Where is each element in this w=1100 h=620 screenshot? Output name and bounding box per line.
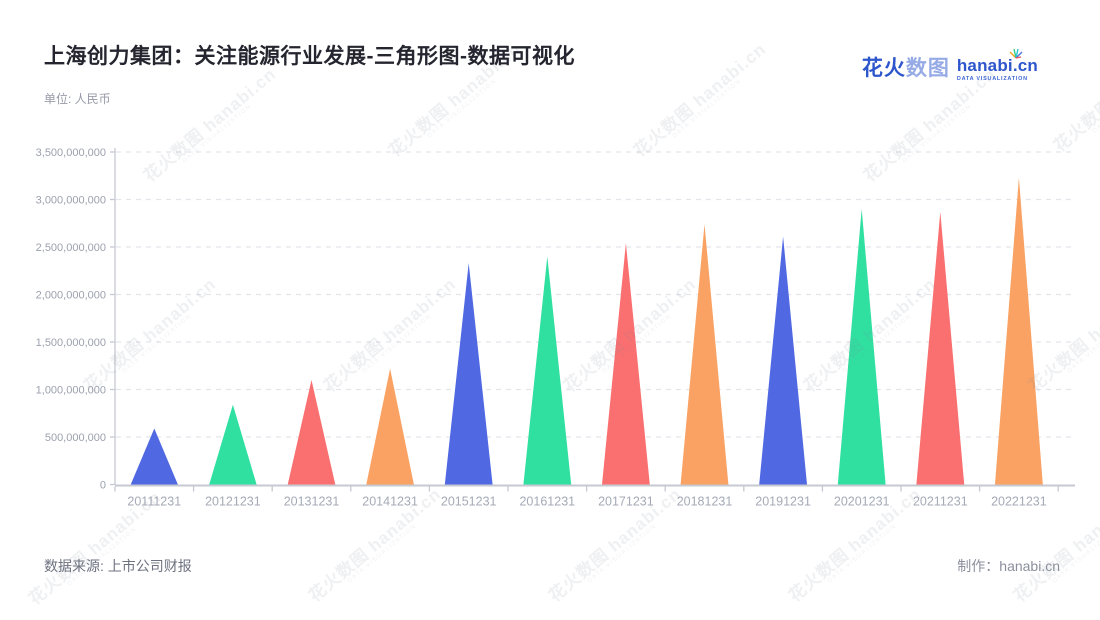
logo-cjk-text: 花火数图 <box>862 57 950 79</box>
x-tick-label: 20151231 <box>441 495 497 509</box>
x-tick-label: 20191231 <box>755 495 811 509</box>
logo-cjk-bold: 花火 <box>861 57 906 80</box>
triangle-mark-20171231 <box>601 243 650 486</box>
unit-label: 单位: 人民币 <box>44 92 111 106</box>
x-tick-label: 20181231 <box>677 495 733 509</box>
logo-tagline: DATA VISUALIZATION <box>956 75 1028 82</box>
x-tick-label: 20121231 <box>205 495 261 509</box>
triangle-mark-20111231 <box>130 428 179 486</box>
y-tick-label: 2,000,000,000 <box>36 290 106 302</box>
x-tick-label: 20161231 <box>519 495 575 509</box>
credit-note: 制作：hanabi.cn <box>957 558 1060 574</box>
x-tick-label: 20211231 <box>913 495 968 509</box>
logo-latin-block: hanabi.cn DATA VISUALIZATION <box>956 48 1038 82</box>
y-tick-label: 1,500,000,000 <box>36 337 106 349</box>
data-source-note: 数据来源: 上市公司财报 <box>44 558 192 574</box>
triangle-mark-20151231 <box>444 263 493 486</box>
triangle-mark-20141231 <box>366 368 415 486</box>
x-tick-label: 20171231 <box>598 495 654 509</box>
x-tick-label: 20141231 <box>362 495 418 509</box>
y-tick-label: 0 <box>100 480 106 492</box>
logo-cjk-light: 数图 <box>905 57 950 80</box>
logo-latin-text: hanabi.cn <box>956 56 1038 75</box>
y-tick-label: 3,500,000,000 <box>36 147 106 159</box>
spark-burst-icon <box>1009 48 1023 59</box>
triangle-mark-20221231 <box>994 177 1043 486</box>
triangle-mark-20201231 <box>837 209 886 486</box>
x-tick-label: 20201231 <box>834 495 890 509</box>
triangle-mark-20191231 <box>759 236 808 486</box>
triangle-mark-20211231 <box>916 211 965 486</box>
x-tick-label: 20131231 <box>284 495 340 509</box>
triangle-mark-20181231 <box>680 224 729 486</box>
hanabi-logo: 花火数图 hanabi.cn DATA VISUALIZATION <box>862 48 1038 82</box>
triangle-mark-20131231 <box>287 380 336 486</box>
y-tick-label: 1,000,000,000 <box>36 385 106 397</box>
y-tick-label: 3,000,000,000 <box>36 195 106 207</box>
y-tick-label: 2,500,000,000 <box>36 242 106 254</box>
triangle-mark-20121231 <box>208 404 257 486</box>
x-tick-label: 20111231 <box>127 495 181 509</box>
y-tick-label: 500,000,000 <box>45 432 106 444</box>
page-title: 上海创力集团：关注能源行业发展-三角形图-数据可视化 <box>44 45 575 68</box>
x-tick-label: 20221231 <box>991 495 1047 509</box>
triangle-mark-20161231 <box>523 256 572 486</box>
